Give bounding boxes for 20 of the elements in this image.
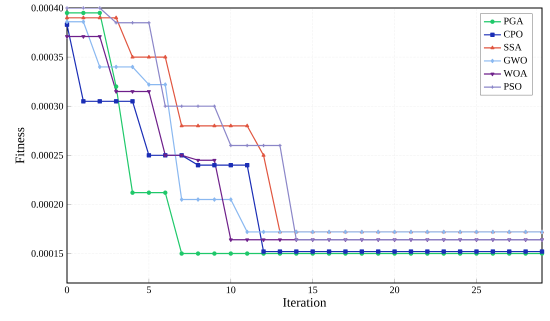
y-tick-label: 0.00015 <box>31 250 64 257</box>
legend-label: SSA <box>504 44 522 51</box>
y-tick-label: 0.00020 <box>31 201 64 208</box>
x-tick-label: 5 <box>146 286 151 294</box>
legend-label: PSO <box>504 83 522 90</box>
legend-label: WOA <box>504 70 528 77</box>
legend-label: PGA <box>504 18 524 24</box>
y-tick-label: 0.00030 <box>31 102 64 110</box>
y-tick-label: 0.00035 <box>31 54 64 60</box>
y-axis-title: Fitness <box>16 128 24 164</box>
y-tick-label: 0.00040 <box>31 4 64 12</box>
y-tick-label: 0.00025 <box>31 152 64 159</box>
x-tick-label: 10 <box>226 286 236 294</box>
x-tick-label: 25 <box>472 286 482 294</box>
legend-label: CPO <box>504 30 523 38</box>
legend-label: GWO <box>504 56 527 64</box>
x-tick-label: 20 <box>390 286 400 294</box>
x-tick-label: 0 <box>64 286 70 294</box>
x-tick-label: 15 <box>308 286 318 294</box>
x-axis-title: Iteration <box>283 298 326 307</box>
